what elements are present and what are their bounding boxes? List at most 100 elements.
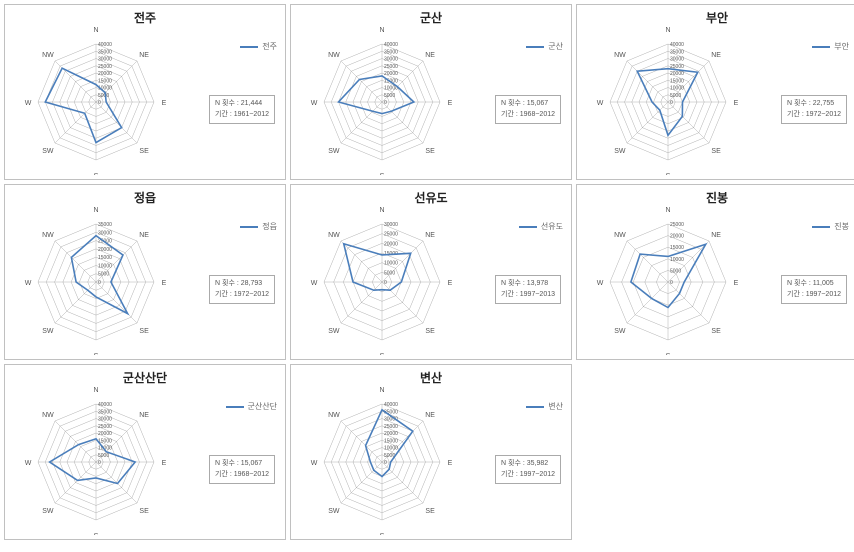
svg-text:E: E — [448, 280, 453, 287]
svg-text:NW: NW — [614, 232, 626, 239]
svg-text:SE: SE — [139, 328, 149, 335]
info-count: N 횟수 : 35,982 — [501, 459, 555, 470]
svg-text:25000: 25000 — [384, 64, 398, 70]
svg-text:30000: 30000 — [98, 417, 112, 423]
svg-text:SW: SW — [328, 508, 340, 515]
chart-panel: 전주05000100001500020000250003000035000400… — [4, 4, 286, 180]
svg-text:W: W — [311, 460, 318, 467]
svg-text:N: N — [379, 27, 384, 34]
svg-text:E: E — [162, 460, 167, 467]
svg-text:15000: 15000 — [98, 255, 112, 261]
chart-panel: 진봉0500010000150002000025000NNEESESSWWNW진… — [576, 184, 854, 360]
svg-text:NE: NE — [425, 52, 435, 59]
svg-text:SW: SW — [328, 328, 340, 335]
chart-legend: 군산 — [526, 41, 563, 52]
svg-text:NE: NE — [425, 412, 435, 419]
svg-text:10000: 10000 — [384, 446, 398, 452]
legend-label: 진봉 — [834, 221, 849, 232]
chart-legend: 선유도 — [519, 221, 563, 232]
chart-panel: 군산05000100001500020000250003000035000400… — [290, 4, 572, 180]
svg-text:SE: SE — [425, 508, 435, 515]
svg-text:20000: 20000 — [98, 431, 112, 437]
radar-chart: 0500010000150002000025000300003500040000… — [583, 25, 753, 175]
info-box: N 횟수 : 11,005기간 : 1997~2012 — [781, 275, 847, 304]
svg-text:35000: 35000 — [98, 49, 112, 55]
svg-text:N: N — [665, 27, 670, 34]
svg-text:5000: 5000 — [98, 272, 109, 278]
info-period: 기간 : 1968~2012 — [501, 110, 555, 121]
svg-text:SW: SW — [42, 328, 54, 335]
svg-text:0: 0 — [384, 280, 387, 286]
info-period: 기간 : 1968~2012 — [215, 470, 269, 481]
legend-label: 변산 — [548, 401, 563, 412]
chart-panel: 부안05000100001500020000250003000035000400… — [576, 4, 854, 180]
svg-text:20000: 20000 — [670, 71, 684, 77]
legend-line-icon — [526, 46, 544, 48]
panel-title: 진봉 — [579, 189, 854, 206]
chart-panel: 정읍05000100001500020000250003000035000NNE… — [4, 184, 286, 360]
chart-panel: 선유도050001000015000200002500030000NNEESES… — [290, 184, 572, 360]
legend-line-icon — [812, 226, 830, 228]
info-count: N 횟수 : 22,755 — [787, 99, 841, 110]
panel-title: 부안 — [579, 9, 854, 26]
legend-line-icon — [812, 46, 830, 48]
info-box: N 횟수 : 35,982기간 : 1997~2012 — [495, 455, 561, 484]
svg-text:25000: 25000 — [670, 222, 684, 228]
svg-text:NW: NW — [42, 412, 54, 419]
svg-text:10000: 10000 — [384, 261, 398, 267]
svg-text:W: W — [597, 100, 604, 107]
svg-text:0: 0 — [98, 460, 101, 466]
info-box: N 횟수 : 28,793기간 : 1972~2012 — [209, 275, 275, 304]
svg-text:25000: 25000 — [384, 232, 398, 238]
svg-text:S: S — [94, 173, 99, 175]
svg-text:0: 0 — [98, 280, 101, 286]
svg-text:0: 0 — [384, 100, 387, 106]
svg-text:0: 0 — [384, 460, 387, 466]
chart-legend: 전주 — [240, 41, 277, 52]
svg-text:40000: 40000 — [98, 42, 112, 48]
svg-text:N: N — [93, 207, 98, 214]
panel-title: 정읍 — [7, 189, 283, 206]
svg-text:E: E — [448, 100, 453, 107]
svg-text:E: E — [162, 100, 167, 107]
svg-text:SE: SE — [425, 148, 435, 155]
svg-text:40000: 40000 — [384, 402, 398, 408]
svg-text:NW: NW — [614, 52, 626, 59]
svg-text:S: S — [666, 353, 671, 355]
svg-text:SE: SE — [425, 328, 435, 335]
info-count: N 횟수 : 21,444 — [215, 99, 269, 110]
svg-text:SW: SW — [614, 328, 626, 335]
svg-text:15000: 15000 — [670, 245, 684, 251]
svg-text:SW: SW — [328, 148, 340, 155]
radar-chart: 0500010000150002000025000300003500040000… — [297, 385, 467, 535]
svg-text:0: 0 — [670, 280, 673, 286]
svg-text:25000: 25000 — [98, 64, 112, 70]
svg-text:E: E — [734, 280, 739, 287]
svg-text:W: W — [25, 100, 32, 107]
svg-text:35000: 35000 — [384, 49, 398, 55]
legend-line-icon — [226, 406, 244, 408]
svg-text:25000: 25000 — [384, 424, 398, 430]
svg-text:5000: 5000 — [670, 93, 681, 99]
svg-text:30000: 30000 — [384, 57, 398, 63]
legend-label: 군산 — [548, 41, 563, 52]
chart-grid: 전주05000100001500020000250003000035000400… — [4, 4, 854, 540]
svg-text:S: S — [94, 533, 99, 535]
info-box: N 횟수 : 22,755기간 : 1972~2012 — [781, 95, 847, 124]
info-period: 기간 : 1972~2012 — [787, 110, 841, 121]
radar-chart: 0500010000150002000025000300003500040000… — [297, 25, 467, 175]
svg-text:S: S — [380, 353, 385, 355]
svg-text:15000: 15000 — [670, 78, 684, 84]
chart-legend: 정읍 — [240, 221, 277, 232]
svg-text:SE: SE — [711, 148, 721, 155]
svg-text:5000: 5000 — [384, 270, 395, 276]
svg-text:NW: NW — [328, 412, 340, 419]
legend-line-icon — [240, 46, 258, 48]
info-count: N 횟수 : 28,793 — [215, 279, 269, 290]
svg-text:S: S — [380, 533, 385, 535]
svg-text:NE: NE — [139, 52, 149, 59]
svg-text:20000: 20000 — [98, 247, 112, 253]
svg-text:5000: 5000 — [98, 93, 109, 99]
svg-text:NE: NE — [425, 232, 435, 239]
svg-text:W: W — [25, 280, 32, 287]
